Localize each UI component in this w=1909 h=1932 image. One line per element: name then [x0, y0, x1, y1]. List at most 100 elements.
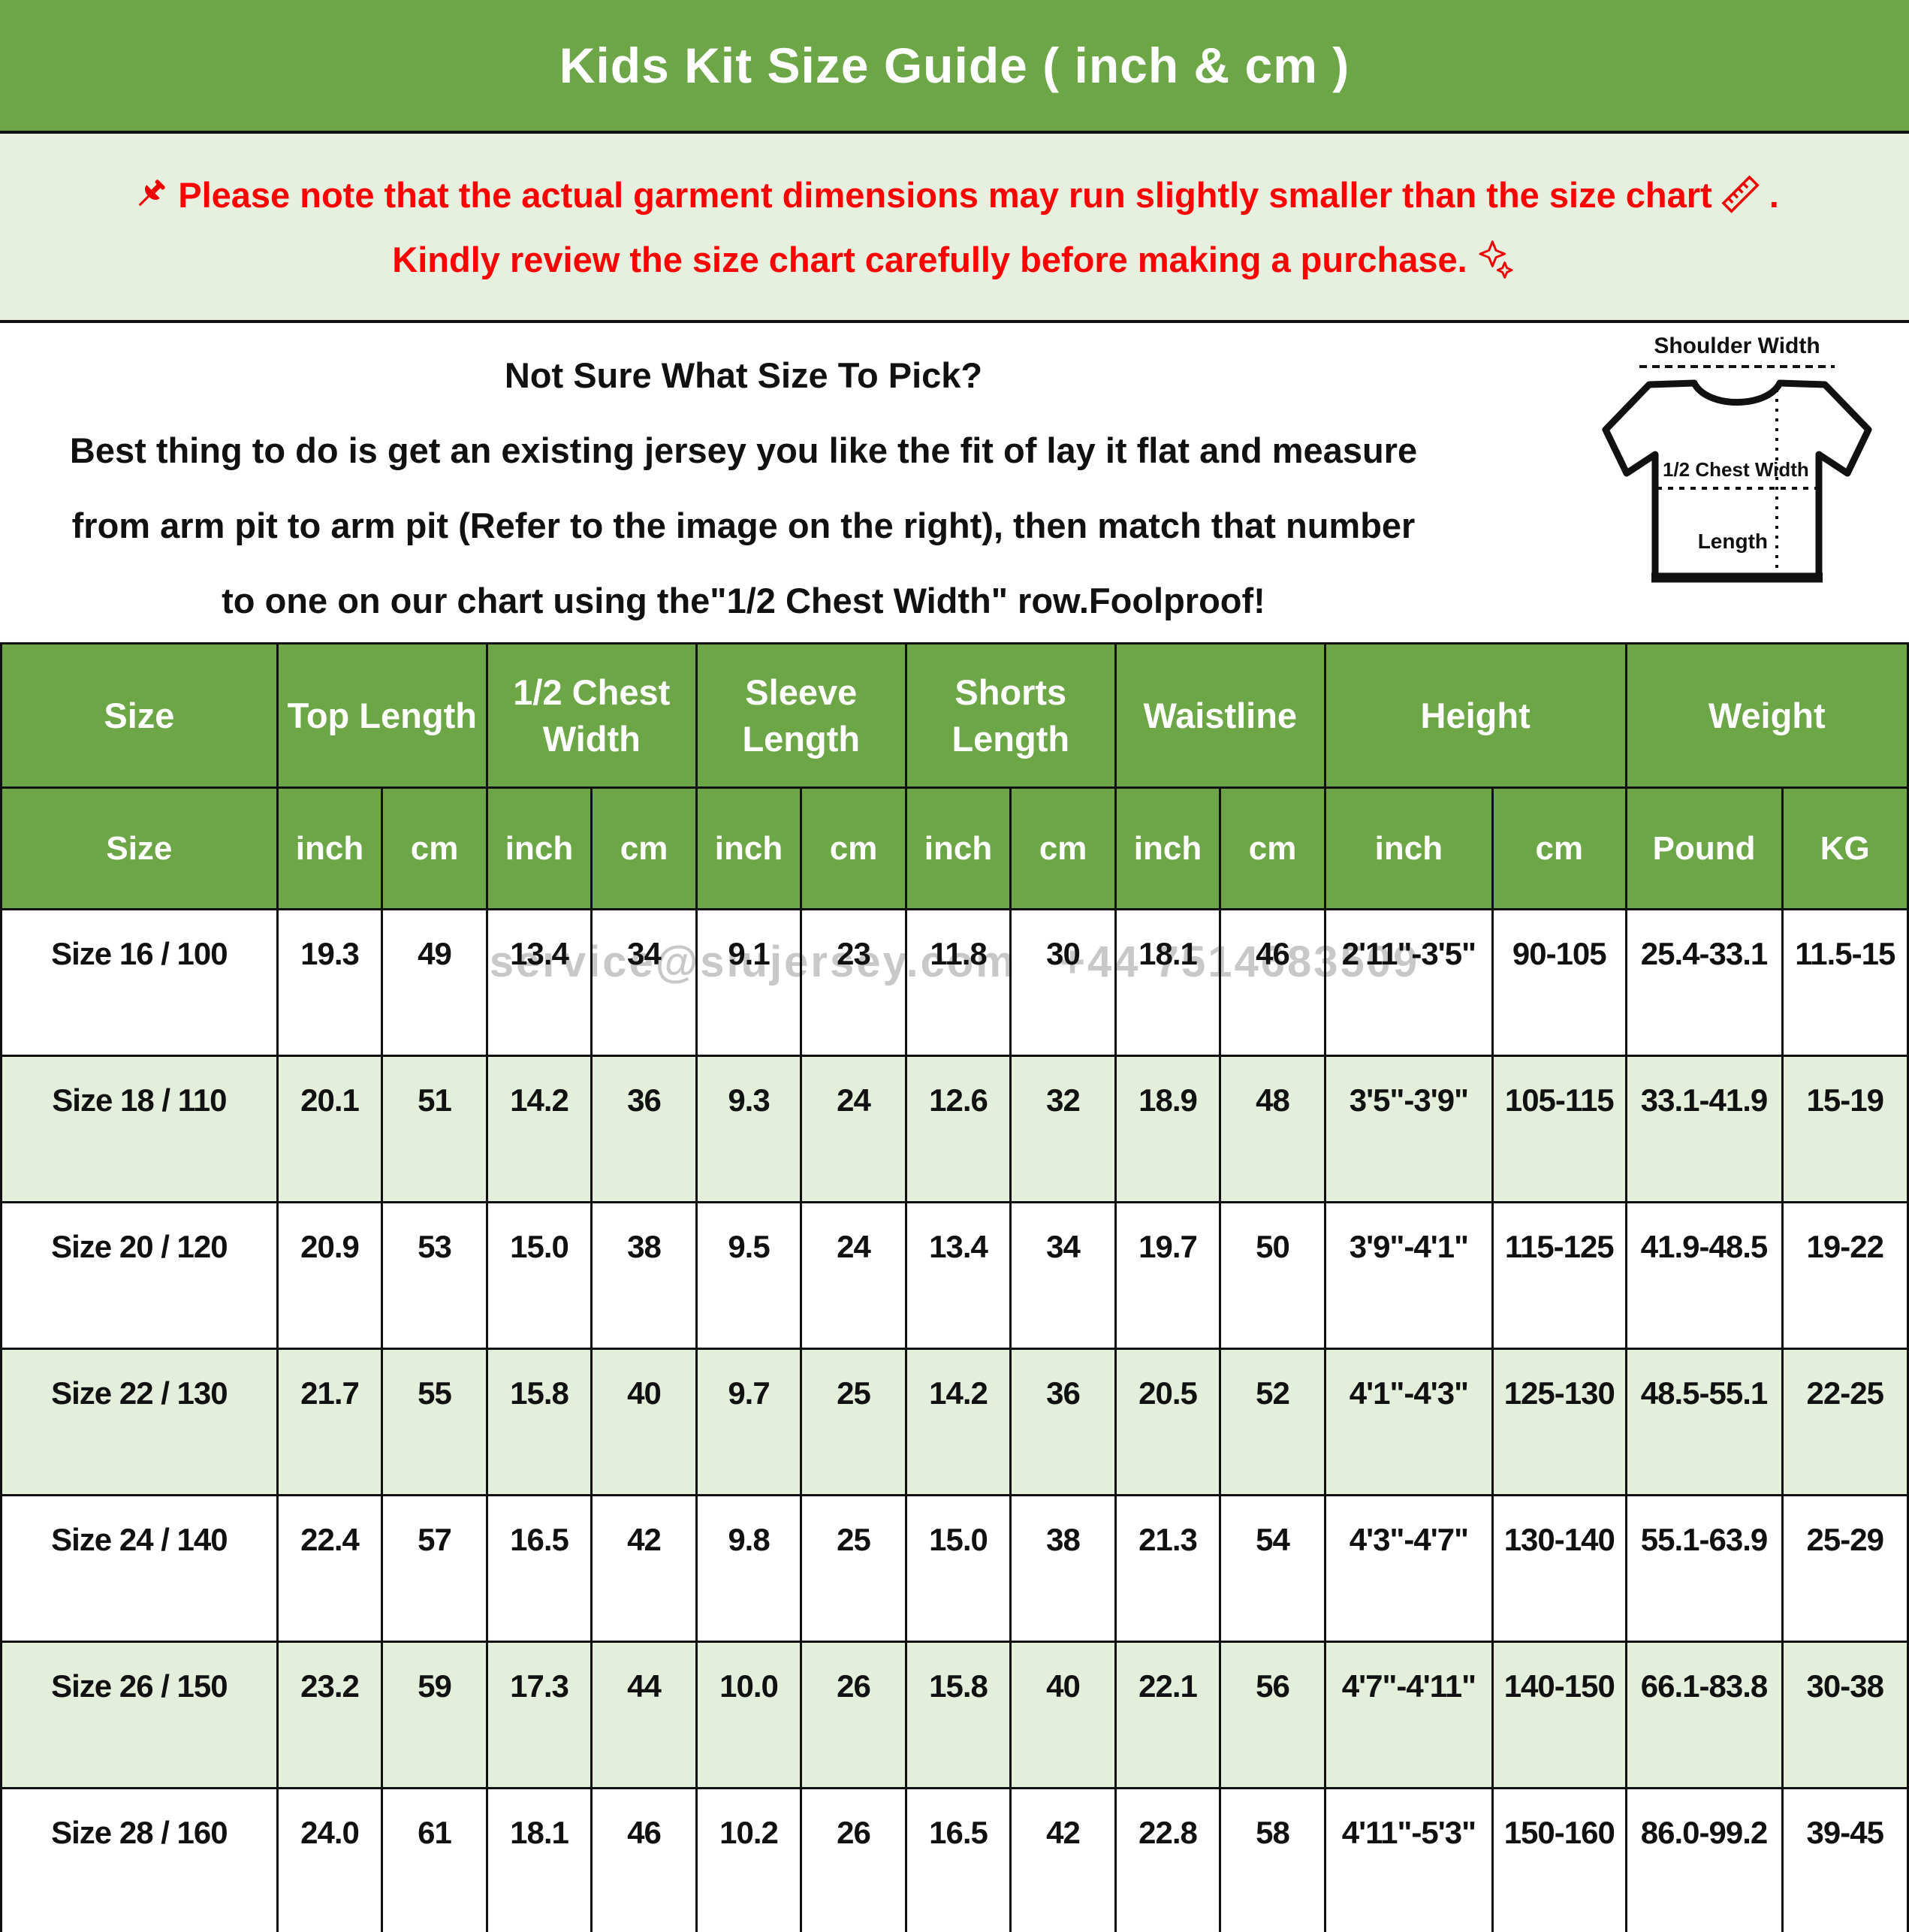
value-cell: 15.0 — [485, 1201, 593, 1350]
value-cell: 26 — [800, 1641, 907, 1789]
table-row: Size 22 / 130 21.7 55 15.8 40 9.7 25 14.2 36 20.5… — [0, 1348, 1909, 1496]
value-cell: 26 — [800, 1787, 907, 1932]
value-cell: 23 — [800, 908, 907, 1057]
group-header-sleeve-length: Sleeve Length — [695, 642, 907, 789]
value-cell: 16.5 — [904, 1787, 1012, 1932]
subheader: cm — [800, 786, 907, 910]
subheader: inch — [485, 786, 593, 910]
value-cell: 36 — [590, 1055, 698, 1203]
value-cell: 18.1 — [1114, 908, 1222, 1057]
value-cell: 22.1 — [1114, 1641, 1222, 1789]
value-cell: 48.5-55.1 — [1624, 1348, 1784, 1496]
value-cell: 41.9-48.5 — [1624, 1201, 1784, 1350]
table-row: Size 20 / 120 20.9 53 15.0 38 9.5 24 13.4 34 19.7… — [0, 1201, 1909, 1350]
value-cell: 34 — [1009, 1201, 1117, 1350]
size-cell: Size 28 / 160 — [0, 1787, 279, 1932]
subheader: cm — [590, 786, 698, 910]
value-cell: 20.9 — [276, 1201, 384, 1350]
subheader: Size — [0, 786, 279, 910]
sparkles-icon — [1479, 240, 1513, 279]
value-cell: 11.5-15 — [1781, 908, 1909, 1057]
value-cell: 36 — [1009, 1348, 1117, 1496]
size-pick-guide: Not Sure What Size To Pick? Best thing t… — [0, 323, 1909, 642]
value-cell: 10.0 — [695, 1641, 803, 1789]
size-cell: Size 20 / 120 — [0, 1201, 279, 1350]
subheader: inch — [1323, 786, 1494, 910]
value-cell: 15.0 — [904, 1494, 1012, 1643]
value-cell: 61 — [381, 1787, 488, 1932]
table-row: Size 26 / 150 23.2 59 17.3 44 10.0 26 15.8 40 22.… — [0, 1641, 1909, 1789]
ruler-icon — [1721, 175, 1760, 213]
value-cell: 18.1 — [485, 1787, 593, 1932]
value-cell: 55 — [381, 1348, 488, 1496]
value-cell: 30 — [1009, 908, 1117, 1057]
notice-banner: Please note that the actual garment dime… — [0, 134, 1909, 323]
value-cell: 140-150 — [1491, 1641, 1627, 1789]
value-cell: 48 — [1219, 1055, 1326, 1203]
size-table-section: Size Top Length 1/2 Chest Width Sleeve L… — [0, 642, 1909, 1932]
group-header-top-length: Top Length — [276, 642, 488, 789]
value-cell: 9.1 — [695, 908, 803, 1057]
size-cell: Size 24 / 140 — [0, 1494, 279, 1643]
value-cell: 46 — [590, 1787, 698, 1932]
value-cell: 34 — [590, 908, 698, 1057]
subheader: cm — [1491, 786, 1627, 910]
subheader: Pound — [1624, 786, 1784, 910]
value-cell: 4'7"-4'11" — [1323, 1641, 1494, 1789]
value-cell: 57 — [381, 1494, 488, 1643]
chest-width-label: 1/2 Chest Width — [1663, 458, 1809, 481]
value-cell: 23.2 — [276, 1641, 384, 1789]
value-cell: 15.8 — [485, 1348, 593, 1496]
value-cell: 25 — [800, 1348, 907, 1496]
value-cell: 12.6 — [904, 1055, 1012, 1203]
value-cell: 13.4 — [485, 908, 593, 1057]
value-cell: 55.1-63.9 — [1624, 1494, 1784, 1643]
group-header-height: Height — [1323, 642, 1627, 789]
notice-line-1: Please note that the actual garment dime… — [130, 174, 1779, 216]
value-cell: 18.9 — [1114, 1055, 1222, 1203]
value-cell: 32 — [1009, 1055, 1117, 1203]
size-cell: Size 26 / 150 — [0, 1641, 279, 1789]
value-cell: 4'11"-5'3" — [1323, 1787, 1494, 1932]
size-cell: Size 18 / 110 — [0, 1055, 279, 1203]
subheader: cm — [1219, 786, 1326, 910]
value-cell: 51 — [381, 1055, 488, 1203]
value-cell: 58 — [1219, 1787, 1326, 1932]
group-header-waistline: Waistline — [1114, 642, 1326, 789]
value-cell: 42 — [1009, 1787, 1117, 1932]
pushpin-icon — [138, 180, 165, 207]
subheader: inch — [1114, 786, 1222, 910]
value-cell: 130-140 — [1491, 1494, 1627, 1643]
notice-line-2: Kindly review the size chart carefully b… — [392, 238, 1516, 280]
value-cell: 2'11"-3'5" — [1323, 908, 1494, 1057]
length-label: Length — [1698, 530, 1768, 553]
value-cell: 44 — [590, 1641, 698, 1789]
value-cell: 14.2 — [485, 1055, 593, 1203]
guide-line-3: to one on our chart using the"1/2 Chest … — [222, 581, 1265, 620]
value-cell: 50 — [1219, 1201, 1326, 1350]
value-cell: 4'3"-4'7" — [1323, 1494, 1494, 1643]
value-cell: 9.8 — [695, 1494, 803, 1643]
value-cell: 52 — [1219, 1348, 1326, 1496]
notice-line1-text: Please note that the actual garment dime… — [178, 174, 1712, 215]
value-cell: 9.7 — [695, 1348, 803, 1496]
group-header-weight: Weight — [1624, 642, 1909, 789]
title-bar: Kids Kit Size Guide ( inch & cm ) — [0, 0, 1909, 134]
value-cell: 125-130 — [1491, 1348, 1627, 1496]
table-subheader-row: Size inch cm inch cm inch cm inch cm inc… — [0, 786, 1909, 910]
value-cell: 14.2 — [904, 1348, 1012, 1496]
value-cell: 19.7 — [1114, 1201, 1222, 1350]
subheader: inch — [904, 786, 1012, 910]
value-cell: 20.5 — [1114, 1348, 1222, 1496]
value-cell: 9.3 — [695, 1055, 803, 1203]
value-cell: 4'1"-4'3" — [1323, 1348, 1494, 1496]
value-cell: 25 — [800, 1494, 907, 1643]
value-cell: 53 — [381, 1201, 488, 1350]
value-cell: 13.4 — [904, 1201, 1012, 1350]
table-row: Size 24 / 140 22.4 57 16.5 42 9.8 25 15.0 38 21.3… — [0, 1494, 1909, 1643]
group-header-shorts-length: Shorts Length — [904, 642, 1117, 789]
subheader: cm — [1009, 786, 1117, 910]
value-cell: 11.8 — [904, 908, 1012, 1057]
size-table: Size Top Length 1/2 Chest Width Sleeve L… — [0, 642, 1909, 1932]
value-cell: 49 — [381, 908, 488, 1057]
